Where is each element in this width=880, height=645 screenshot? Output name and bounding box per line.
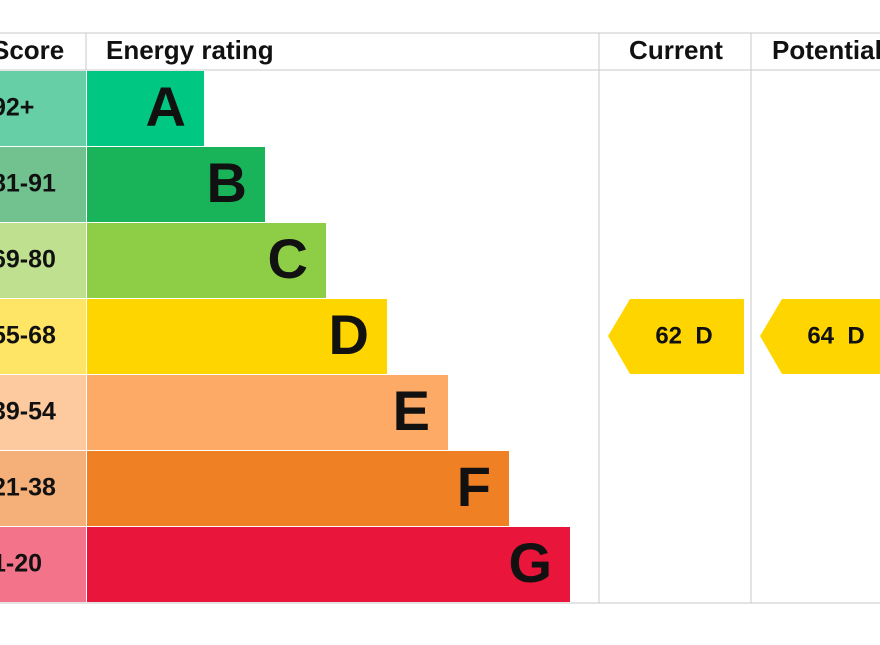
score-range: 81-91 [0, 170, 56, 198]
rating-letter: E [393, 379, 430, 442]
current-arrow [608, 299, 744, 374]
rating-letter: G [508, 531, 552, 594]
score-range: 55-68 [0, 322, 56, 350]
rating-letter: A [146, 75, 186, 138]
current-header: Current [629, 35, 723, 65]
rating-bar [87, 375, 448, 450]
rating-bar [87, 527, 570, 602]
rating-letter: F [457, 455, 491, 518]
score-cell [0, 71, 86, 146]
score-cell [0, 299, 86, 374]
score-cell [0, 451, 86, 526]
score-cell [0, 527, 86, 602]
rating-bar [87, 147, 265, 222]
potential-arrow [760, 299, 880, 374]
rating-bar [87, 71, 204, 146]
score-range: 1-20 [0, 550, 42, 578]
potential-rating: 64 D [807, 322, 864, 349]
rating-header: Energy rating [106, 35, 274, 65]
rating-bar [87, 299, 387, 374]
score-range: 21-38 [0, 474, 56, 502]
potential-header: Potential [772, 35, 880, 65]
score-range: 39-54 [0, 398, 56, 426]
rating-letter: D [329, 303, 369, 366]
rating-bar [87, 451, 509, 526]
score-header: Score [0, 35, 64, 65]
score-cell [0, 147, 86, 222]
score-range: 69-80 [0, 246, 56, 274]
rating-letter: C [268, 227, 308, 290]
score-range: 92+ [0, 94, 34, 122]
rating-bar [87, 223, 326, 298]
rating-letter: B [207, 151, 247, 214]
current-rating: 62 D [655, 322, 712, 349]
score-cell [0, 223, 86, 298]
score-cell [0, 375, 86, 450]
